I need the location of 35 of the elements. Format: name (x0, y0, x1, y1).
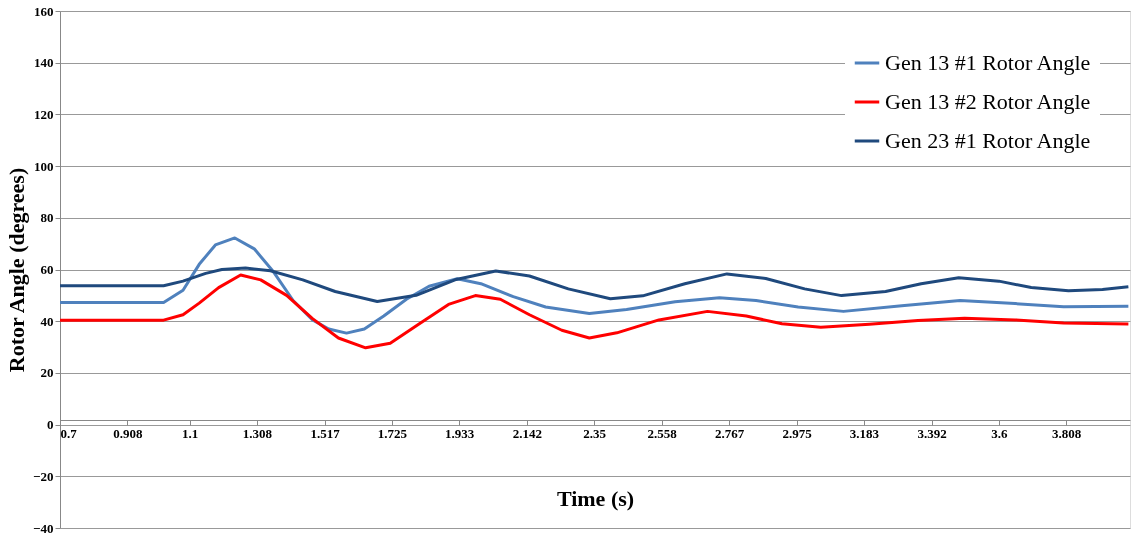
x-tick-label: 2.35 (583, 425, 607, 441)
x-tick-label: 1.1 (181, 425, 199, 441)
line-series (58, 266, 1130, 304)
y-tick-label: 80 (40, 210, 54, 226)
x-axis-title: Time (s) (556, 485, 635, 511)
legend-label: Gen 23 #1 Rotor Angle (885, 128, 1091, 153)
line-series (58, 273, 1130, 350)
y-tick-label: 140 (34, 55, 54, 71)
y-tick-label: 100 (34, 158, 54, 174)
x-tick-label: 2.767 (715, 425, 745, 441)
y-axis-title: Rotor Angle (degrees) (4, 167, 30, 373)
legend-label: Gen 13 #1 Rotor Angle (885, 50, 1091, 75)
x-tick-label: 3.6 (991, 425, 1009, 441)
x-tick-label: 1.308 (242, 425, 273, 441)
legend-label: Gen 13 #2 Rotor Angle (885, 89, 1091, 114)
x-tick-label: 1.933 (445, 425, 475, 441)
y-tick-label: −40 (33, 520, 54, 536)
y-tick-label: −20 (33, 468, 54, 484)
line-series (58, 236, 1130, 335)
x-tick-label: 3.183 (849, 425, 880, 441)
y-tick-label: 20 (40, 365, 54, 381)
x-tick-label: 1.725 (377, 425, 408, 441)
x-tick-label: 3.392 (917, 425, 947, 441)
y-tick-label: 40 (40, 313, 54, 329)
x-tick-label: 0.7 (60, 425, 78, 441)
y-tick-label: 0 (47, 417, 54, 433)
x-tick-label: 0.908 (113, 425, 143, 441)
y-tick-label: 160 (34, 3, 54, 19)
y-tick-label: 120 (34, 106, 54, 122)
x-tick-label: 2.975 (782, 425, 813, 441)
x-tick-label: 1.517 (310, 425, 341, 441)
x-tick-label: 2.142 (512, 425, 542, 441)
x-tick-label: 3.808 (1052, 425, 1082, 441)
y-tick-label: 60 (40, 262, 54, 277)
x-tick-label: 2.558 (647, 425, 678, 441)
